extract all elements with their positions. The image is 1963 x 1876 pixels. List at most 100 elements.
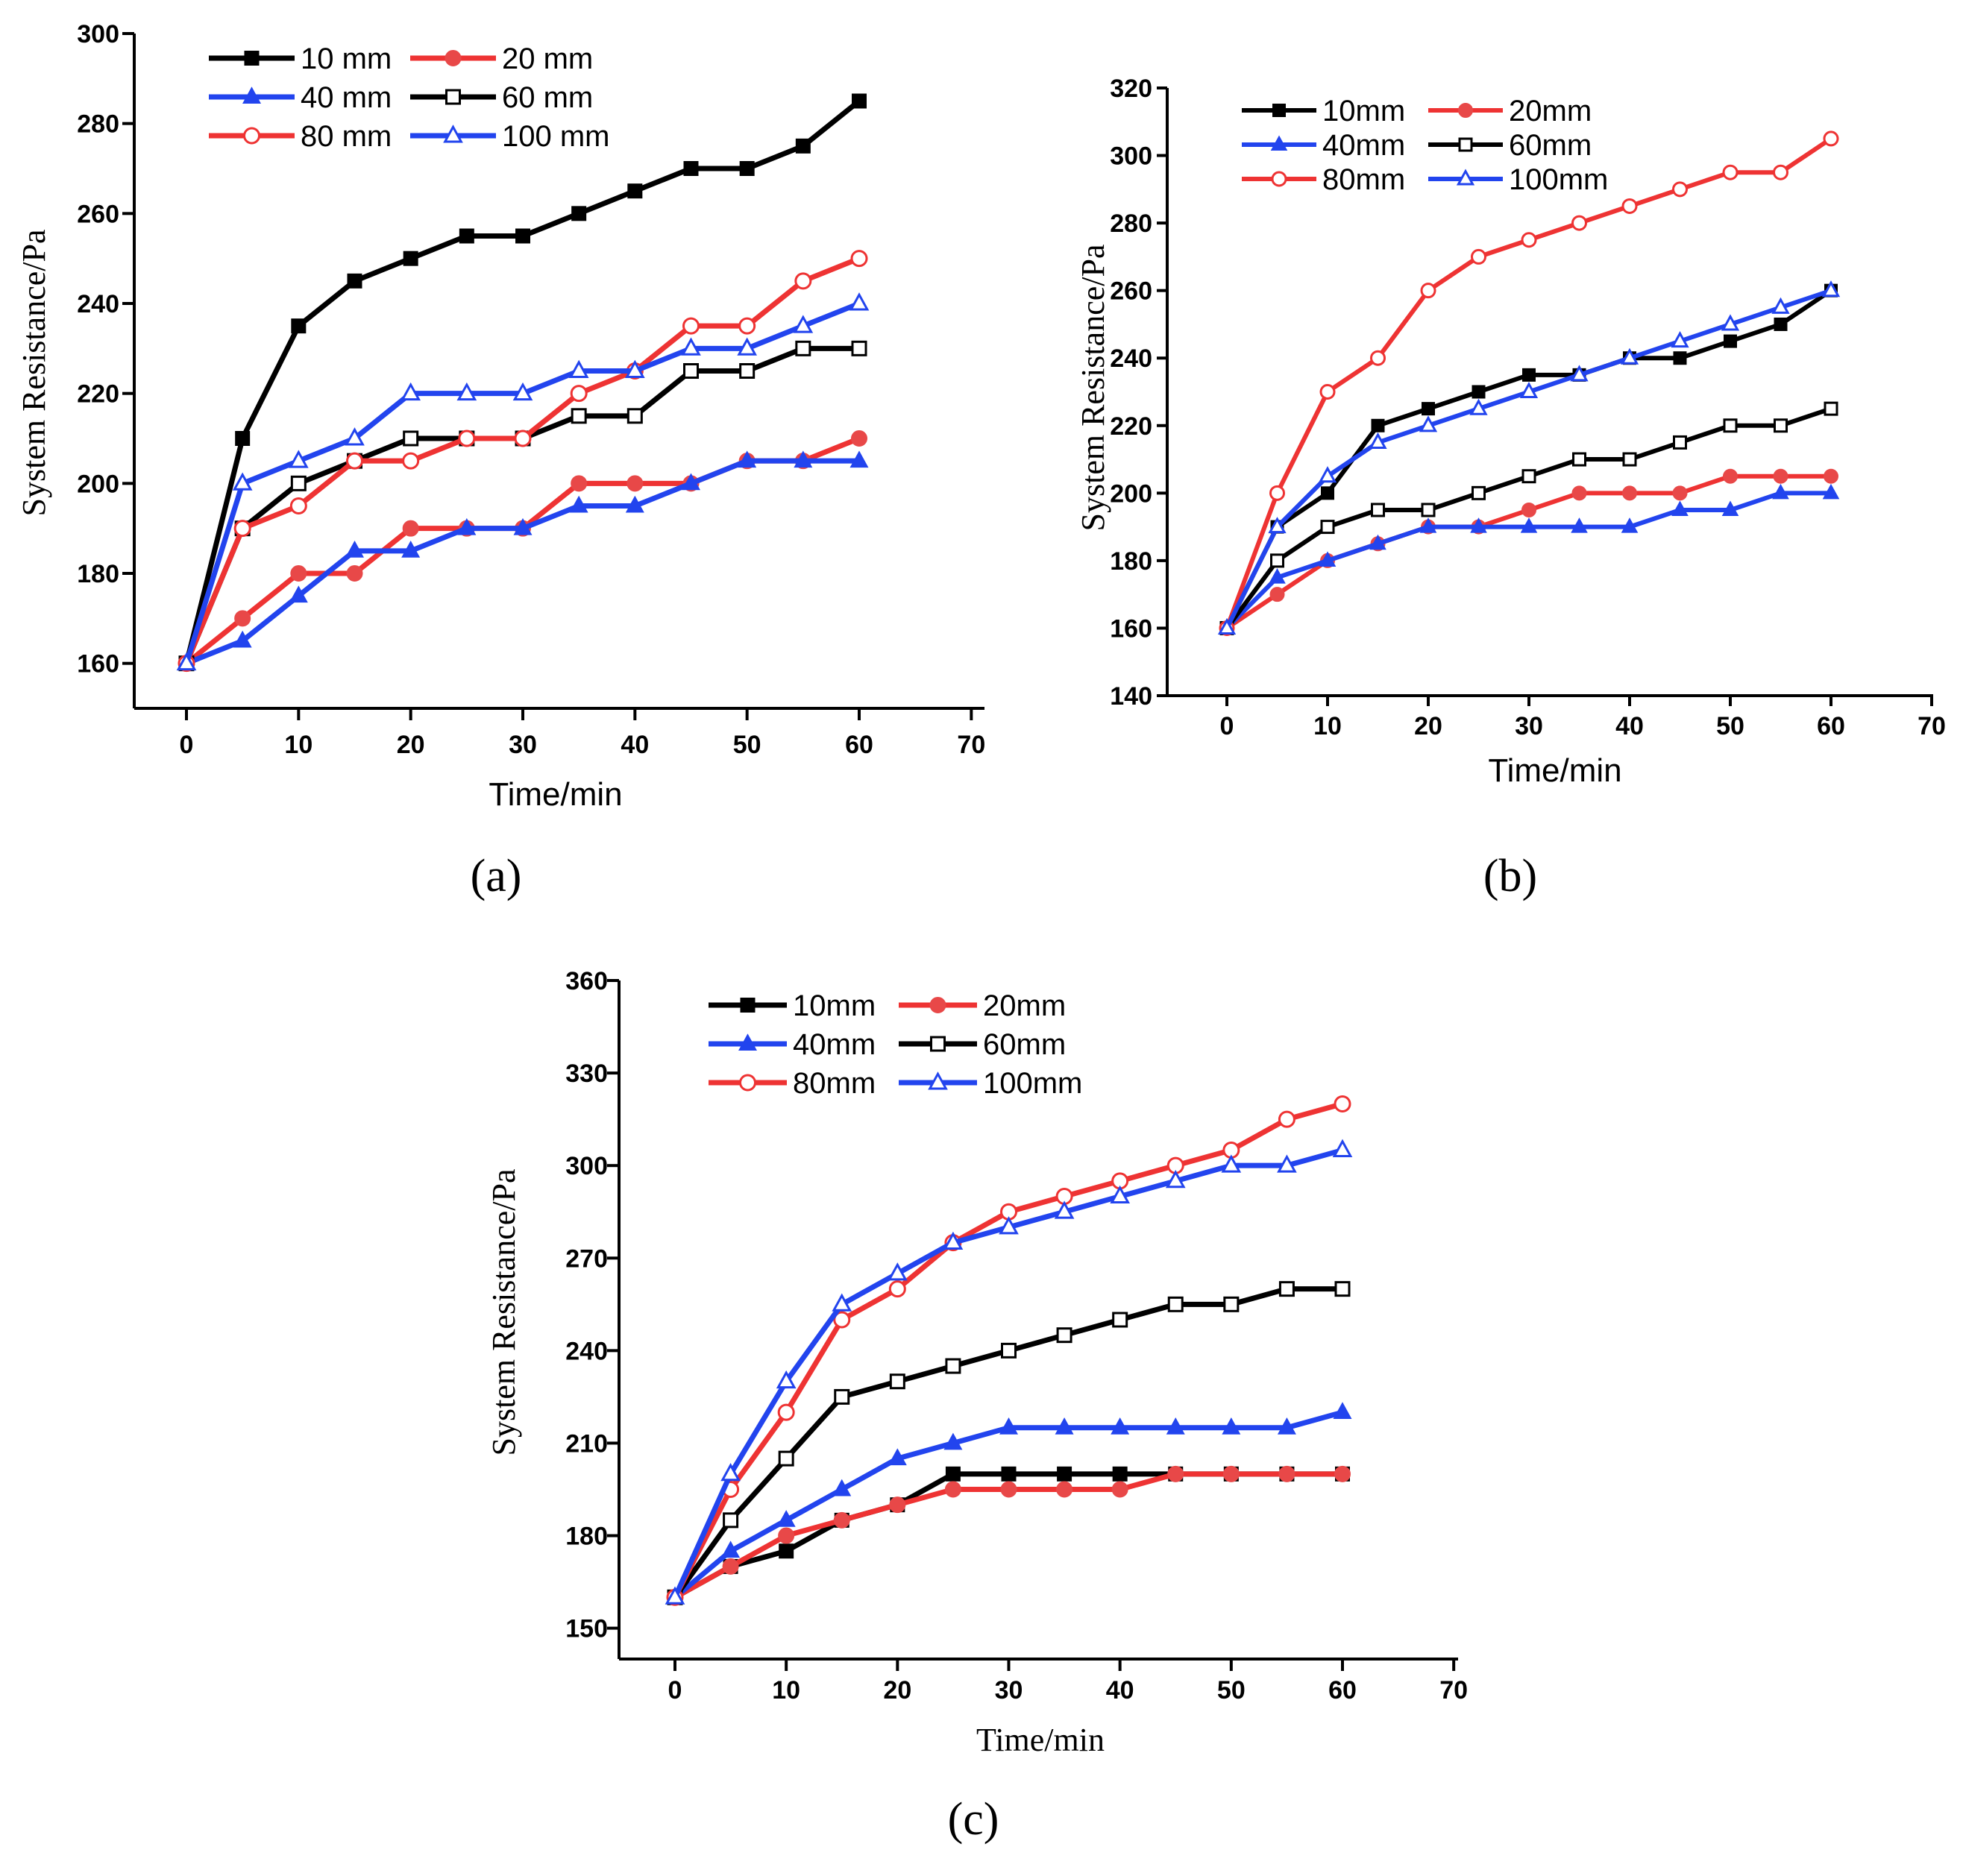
legend-marker	[929, 997, 946, 1013]
data-point-10-mm	[347, 273, 362, 289]
series-100mm	[1217, 280, 1841, 635]
y-tick-label: 200	[1110, 479, 1152, 508]
data-point-100mm	[665, 1586, 685, 1605]
x-tick-label: 50	[1716, 712, 1744, 740]
y-tick-label: 260	[77, 200, 119, 228]
data-point-60mm	[834, 1388, 850, 1405]
data-point-100mm	[1221, 1154, 1242, 1173]
legend-marker	[1456, 169, 1475, 186]
data-point-10mm	[1371, 418, 1385, 432]
data-point-60-mm	[626, 408, 643, 424]
panel-label: (a)	[471, 851, 522, 901]
data-point-60mm	[1521, 469, 1536, 484]
data-point-60mm	[1421, 503, 1436, 517]
data-point-40mm	[1277, 1417, 1296, 1435]
series-20mm	[667, 1465, 1351, 1606]
legend-entry-10-mm: 10 mm	[209, 43, 392, 75]
data-point-100-mm	[232, 472, 253, 491]
y-axis-title: System Resistance/Pa	[486, 1169, 522, 1456]
data-point-20mm	[1521, 502, 1536, 517]
data-point-10mm	[1522, 368, 1536, 382]
y-tick-label: 300	[1110, 142, 1152, 171]
data-point-100mm	[1217, 617, 1237, 635]
y-tick-label: 180	[1110, 547, 1152, 576]
x-tick-label: 0	[668, 1676, 682, 1705]
legend-entry-80mm: 80mm	[1242, 163, 1405, 196]
legend-label: 40 mm	[301, 81, 392, 114]
legend-marker	[1272, 104, 1286, 117]
data-point-10-mm	[403, 251, 418, 266]
data-point-80mm	[1269, 485, 1285, 501]
legend-label: 60mm	[983, 1028, 1066, 1061]
data-point-20mm	[1167, 1465, 1184, 1482]
panel-label: (b)	[1483, 851, 1537, 901]
data-point-10mm	[1321, 486, 1334, 500]
data-point-40-mm	[513, 517, 533, 535]
legend-entry-10mm: 10mm	[709, 989, 876, 1022]
data-point-60mm	[1572, 452, 1586, 467]
legend-entry-80mm: 80mm	[709, 1067, 876, 1100]
data-point-80-mm	[458, 429, 476, 447]
y-tick-label: 300	[565, 1152, 608, 1180]
legend-label: 20mm	[1509, 95, 1592, 128]
data-point-80-mm	[682, 317, 700, 335]
data-point-20mm	[1222, 1465, 1240, 1482]
data-point-20mm	[1672, 485, 1688, 501]
data-point-100-mm	[512, 382, 533, 401]
y-tick-label: 240	[1110, 344, 1152, 373]
data-point-80mm	[833, 1311, 851, 1329]
data-point-10mm	[1057, 1466, 1072, 1482]
data-point-10mm	[1472, 385, 1486, 399]
data-point-100mm	[1821, 280, 1841, 298]
legend-marker	[1271, 171, 1287, 187]
data-point-60mm	[778, 1450, 794, 1467]
series-80mm	[1219, 130, 1839, 636]
y-tick-label: 280	[77, 110, 119, 139]
data-point-60-mm	[795, 340, 811, 356]
legend-marker	[445, 89, 461, 105]
data-point-20mm	[1824, 468, 1838, 484]
data-point-20-mm	[571, 475, 588, 492]
data-point-40mm	[721, 1540, 741, 1558]
data-point-40mm	[1369, 534, 1386, 550]
data-point-20-mm	[234, 610, 251, 627]
y-tick-label: 160	[77, 650, 119, 679]
data-point-60mm	[1774, 418, 1788, 433]
legend-entry-40-mm: 40 mm	[209, 81, 392, 114]
series-10mm	[1220, 283, 1838, 635]
data-point-40-mm	[738, 450, 757, 468]
x-tick-label: 20	[1414, 712, 1442, 740]
data-point-100mm	[1671, 331, 1689, 348]
data-point-100mm	[943, 1231, 964, 1250]
data-point-100mm	[776, 1370, 797, 1389]
series-line-100mm	[1225, 288, 1832, 629]
data-point-60-mm	[683, 363, 699, 379]
data-point-60-mm	[290, 475, 307, 491]
y-tick-label: 300	[77, 20, 119, 48]
legend-label: 10mm	[793, 989, 876, 1022]
legend-marker	[1458, 103, 1473, 118]
data-point-20mm	[1111, 1481, 1128, 1498]
x-tick-label: 30	[995, 1676, 1023, 1705]
legend-entry-40mm: 40mm	[1242, 129, 1405, 162]
legend-label: 60 mm	[502, 81, 593, 114]
data-point-80mm	[1773, 164, 1788, 180]
data-point-40mm	[1333, 1402, 1352, 1420]
legend-entry-60mm: 60mm	[1428, 129, 1592, 162]
data-point-40mm	[1419, 517, 1437, 533]
data-point-20mm	[1000, 1481, 1017, 1498]
data-point-40mm	[1319, 551, 1337, 567]
x-tick-label: 30	[1515, 712, 1543, 740]
data-point-80-mm	[850, 250, 868, 268]
data-point-60mm	[1167, 1296, 1184, 1312]
y-tick-label: 320	[1110, 75, 1152, 103]
legend-label: 40mm	[793, 1028, 876, 1061]
data-point-40mm	[1269, 568, 1286, 584]
y-tick-label: 220	[1110, 412, 1152, 441]
data-point-40mm	[776, 1510, 796, 1527]
data-point-20mm	[1056, 1481, 1073, 1498]
data-point-40-mm	[625, 495, 644, 513]
x-tick-label: 20	[397, 731, 425, 759]
legend-entry-100mm: 100mm	[899, 1067, 1082, 1100]
data-point-60mm	[1223, 1296, 1240, 1312]
